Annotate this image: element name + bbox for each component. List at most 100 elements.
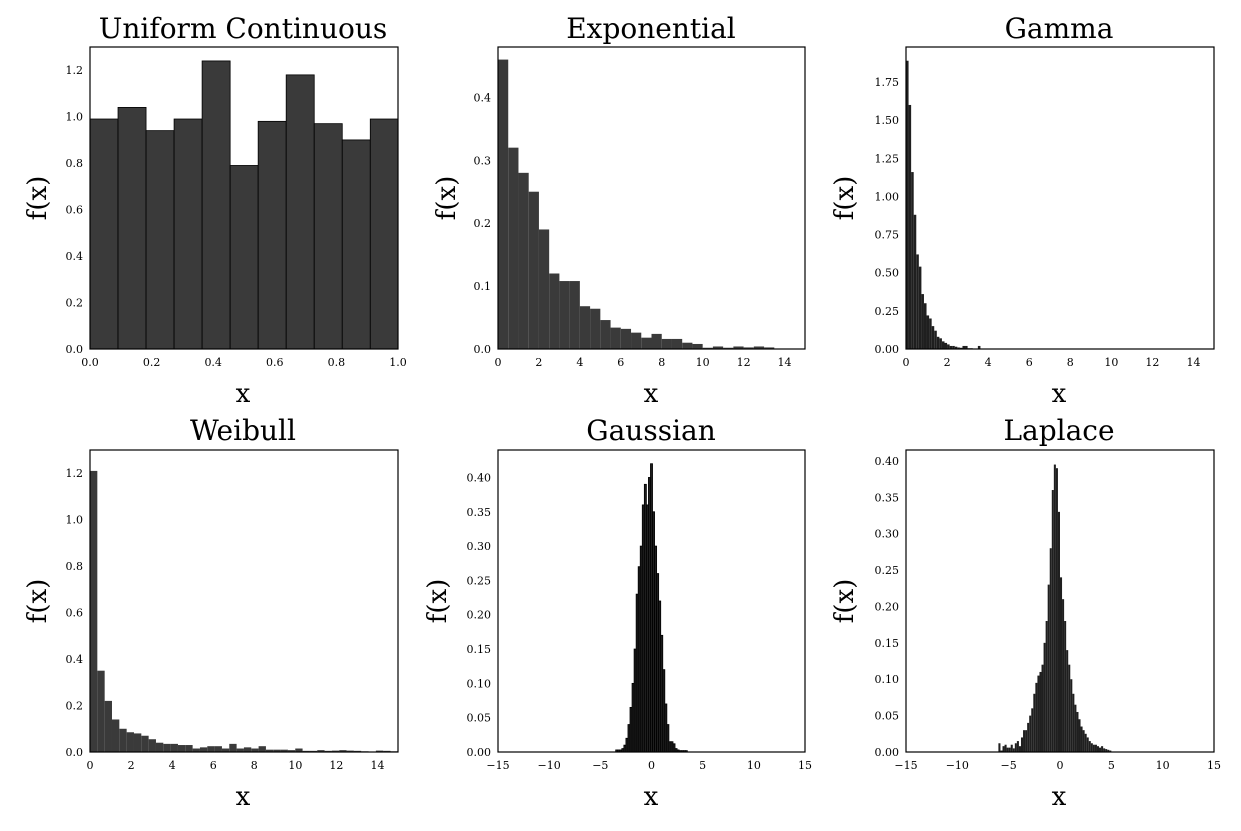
histogram-bar — [610, 327, 621, 349]
histogram-bar — [170, 743, 178, 752]
histogram-bar — [90, 470, 98, 752]
histogram-bar — [508, 147, 519, 349]
histogram-bar — [1031, 708, 1034, 752]
histogram-bar — [949, 345, 953, 349]
plot-frame — [89, 46, 399, 350]
y-tick-label: 1.2 — [66, 64, 84, 77]
histogram-bar — [192, 748, 200, 752]
x-tick-label: 10 — [696, 356, 710, 369]
histogram-bar — [1088, 741, 1091, 752]
histogram-bar — [145, 130, 175, 350]
histogram-bar — [285, 74, 315, 350]
histogram-bar — [177, 745, 186, 752]
x-axis-label: x — [236, 782, 251, 812]
chart-title: Weibull — [190, 414, 296, 447]
histogram-bar — [155, 742, 164, 752]
x-tick-label: 0 — [495, 356, 502, 369]
histogram-bar — [229, 743, 237, 752]
panel-laplace: Laplace x f(x) −15 −10 −5 0 5 10 15 0.00 0.05 0.1… — [830, 414, 1221, 812]
histogram-bar — [1101, 746, 1104, 752]
histogram-bar — [913, 214, 917, 349]
histogram-bar — [620, 328, 632, 349]
x-tick-label: −10 — [538, 759, 561, 772]
y-tick-label: 0.00 — [875, 746, 900, 759]
plot-frame — [497, 46, 806, 350]
histogram-bar — [549, 273, 560, 349]
plot-frame — [905, 449, 1215, 753]
histogram-bar — [921, 294, 924, 349]
x-tick-label: 6 — [1026, 356, 1033, 369]
histogram-bar — [1020, 737, 1024, 752]
x-tick-label: 10 — [288, 759, 302, 772]
y-tick-label: 0.20 — [467, 609, 492, 622]
histogram-bar — [1057, 511, 1060, 752]
histogram-bar — [959, 347, 963, 349]
histogram-bar — [1029, 715, 1032, 752]
y-axis-label: f(x) — [830, 579, 860, 624]
histogram-bar — [287, 750, 296, 752]
x-tick-label: 2 — [128, 759, 135, 772]
histogram-bar — [117, 107, 147, 350]
x-tick-label: 5 — [699, 759, 706, 772]
histogram-bar — [957, 347, 960, 349]
x-tick-label: 14 — [778, 356, 792, 369]
x-axis-label: x — [1052, 379, 1067, 409]
panel-weibull: Weibull x f(x) 0 2 4 6 8 10 12 14 0.0 0.2 0.4 0.6 0.… — [23, 414, 399, 812]
x-tick-label: 2 — [535, 356, 542, 369]
plot-frame — [905, 46, 1215, 350]
y-axis-label: f(x) — [423, 579, 453, 624]
histogram-bar — [661, 338, 672, 349]
x-tick-label: 5 — [1108, 759, 1115, 772]
x-tick-label: 0.0 — [81, 356, 99, 369]
histogram-bar — [682, 342, 693, 349]
x-tick-label: −5 — [592, 759, 608, 772]
histogram-bar — [89, 118, 119, 350]
x-tick-label: 12 — [1145, 356, 1159, 369]
x-tick-label: 6 — [617, 356, 624, 369]
histogram-bar — [280, 749, 288, 752]
x-tick-label: −10 — [946, 759, 969, 772]
y-tick-label: 0.40 — [875, 455, 900, 468]
x-tick-label: 4 — [576, 356, 583, 369]
y-tick-label: 0.8 — [66, 157, 84, 170]
histogram-bar — [1041, 664, 1044, 752]
histogram-bar — [1076, 711, 1079, 752]
histogram-bar — [1035, 682, 1038, 752]
histogram-bar — [1043, 642, 1046, 752]
histogram-bar — [341, 139, 371, 350]
y-tick-label: 0.00 — [875, 343, 900, 356]
histogram-bar — [712, 346, 724, 349]
histogram-bar — [1047, 584, 1050, 752]
histogram-bar — [1074, 704, 1077, 752]
histogram-bar — [1008, 747, 1011, 752]
histogram-bar — [1027, 722, 1030, 752]
histogram-bar — [1109, 750, 1112, 752]
y-tick-label: 0.75 — [875, 229, 900, 242]
y-tick-label: 0.25 — [875, 305, 900, 318]
y-tick-label: 0.30 — [875, 528, 900, 541]
histogram-bar — [214, 746, 222, 752]
x-tick-label: 4 — [985, 356, 992, 369]
y-tick-label: 1.2 — [66, 467, 84, 480]
histogram-bar — [569, 281, 580, 349]
x-tick-label: 8 — [658, 356, 665, 369]
histogram-bar — [952, 345, 955, 349]
y-tick-label: 1.50 — [875, 114, 900, 127]
x-axis-label: x — [644, 379, 659, 409]
histogram-bar — [369, 118, 399, 350]
histogram-bar — [199, 747, 208, 752]
histogram-bar — [1084, 733, 1087, 752]
histogram-bar — [651, 333, 662, 349]
histogram-bar — [1016, 741, 1019, 752]
histogram-bar — [733, 346, 744, 349]
histogram-bar — [911, 172, 914, 349]
plot-frame — [497, 449, 806, 753]
histogram-bar — [1066, 650, 1069, 752]
x-tick-label: 15 — [798, 759, 812, 772]
y-tick-label: 0.1 — [474, 280, 492, 293]
histogram-bar — [977, 345, 981, 349]
x-tick-label: 10 — [1156, 759, 1170, 772]
panel-uniform-continuous: Uniform Continuous x f(x) 0.0 0.2 0.4 0.6 0.… — [23, 12, 407, 409]
y-tick-label: 0.10 — [467, 677, 492, 690]
